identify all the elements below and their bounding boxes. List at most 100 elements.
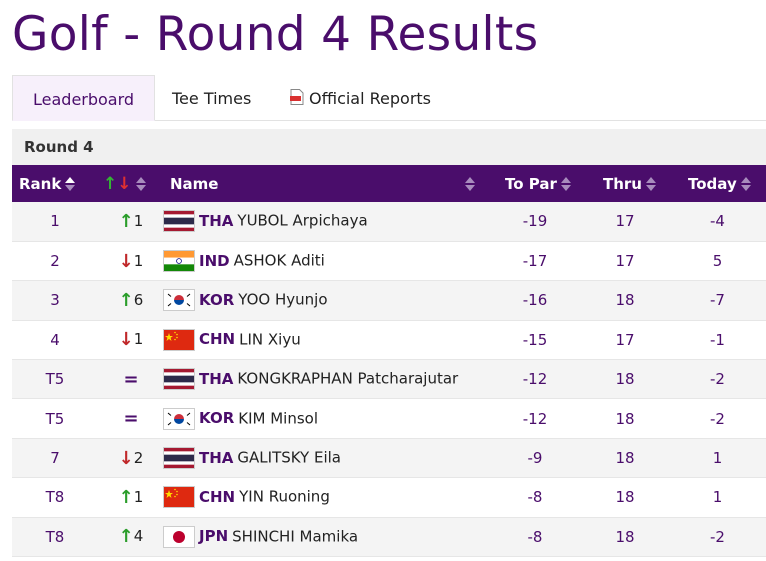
tab-leaderboard-label: Leaderboard	[33, 90, 135, 109]
table-row[interactable]: T8 ↑4 JPN SHINCHI Mamika -8 18 -2	[12, 517, 766, 558]
table-row[interactable]: T8 ↑1 CHN YIN Ruoning -8 18 1	[12, 477, 766, 518]
flag-tha-icon	[164, 369, 194, 390]
player-cell[interactable]: CHN YIN Ruoning	[164, 477, 489, 518]
today-cell: -2	[669, 359, 766, 400]
rank-cell: 4	[12, 320, 98, 361]
flag-tha-icon	[164, 211, 194, 232]
today-cell: 5	[669, 241, 766, 282]
thru-cell: 18	[581, 517, 669, 558]
sort-icon[interactable]	[65, 177, 76, 191]
arrow-down-icon: ↓	[118, 250, 134, 272]
to-par-cell: -15	[489, 320, 581, 361]
column-header-to-par-label: To Par	[505, 174, 557, 193]
thru-cell: 18	[581, 398, 669, 439]
column-header-to-par[interactable]: To Par	[489, 165, 581, 202]
player-cell[interactable]: THA YUBOL Arpichaya	[164, 202, 489, 242]
to-par-cell: -8	[489, 517, 581, 558]
movement-cell: ↓1	[98, 320, 164, 361]
movement-value: 1	[133, 487, 144, 506]
player-name[interactable]: YUBOL Arpichaya	[237, 211, 368, 230]
thru-cell: 17	[581, 202, 669, 242]
country-code: THA	[199, 448, 234, 467]
sort-icon[interactable]	[740, 177, 751, 191]
thru-cell: 17	[581, 320, 669, 361]
table-header-row: Rank ↑↓ Name To Par Thru Today	[12, 165, 766, 202]
sort-icon[interactable]	[135, 177, 146, 191]
sort-icon[interactable]	[560, 177, 571, 191]
column-header-thru[interactable]: Thru	[581, 165, 669, 202]
no-change-icon: =	[123, 408, 139, 430]
table-row[interactable]: 2 ↓1 IND ASHOK Aditi -17 17 5	[12, 241, 766, 282]
sort-icon[interactable]	[646, 177, 656, 191]
player-cell[interactable]: CHN LIN Xiyu	[164, 320, 489, 361]
to-par-cell: -8	[489, 477, 581, 518]
column-header-thru-label: Thru	[603, 174, 642, 193]
movement-cell: ↑1	[98, 477, 164, 518]
player-cell[interactable]: JPN SHINCHI Mamika	[164, 517, 489, 558]
table-row[interactable]: 1 ↑1 THA YUBOL Arpichaya -19 17 -4	[12, 202, 766, 242]
player-name[interactable]: ASHOK Aditi	[233, 251, 325, 270]
movement-value: 4	[133, 527, 144, 546]
arrow-up-icon: ↑	[118, 486, 134, 508]
tab-tee-times[interactable]: Tee Times	[172, 75, 251, 120]
tab-official-reports[interactable]: Official Reports	[290, 75, 431, 120]
sort-icon[interactable]	[465, 177, 475, 191]
movement-cell: ↓2	[98, 438, 164, 479]
player-name[interactable]: LIN Xiyu	[239, 330, 301, 349]
rank-cell: T5	[12, 398, 98, 439]
player-name[interactable]: KONGKRAPHAN Patcharajutar	[237, 369, 459, 388]
player-cell[interactable]: IND ASHOK Aditi	[164, 241, 489, 282]
column-header-today[interactable]: Today	[669, 165, 766, 202]
player-cell[interactable]: THA GALITSKY Eila	[164, 438, 489, 479]
leaderboard-table: Rank ↑↓ Name To Par Thru Today 1 ↑1 THA YUB…	[12, 165, 766, 558]
to-par-cell: -12	[489, 359, 581, 400]
player-name[interactable]: YOO Hyunjo	[238, 290, 328, 309]
today-cell: -2	[669, 398, 766, 439]
thru-cell: 18	[581, 359, 669, 400]
player-cell[interactable]: THA KONGKRAPHAN Patcharajutar	[164, 359, 489, 400]
country-code: KOR	[199, 409, 235, 428]
thru-cell: 18	[581, 280, 669, 321]
table-row[interactable]: 3 ↑6 KOR YOO Hyunjo -16 18 -7	[12, 280, 766, 321]
movement-value: 1	[133, 251, 144, 270]
thru-cell: 17	[581, 241, 669, 282]
table-row[interactable]: 7 ↓2 THA GALITSKY Eila -9 18 1	[12, 438, 766, 479]
player-name[interactable]: KIM Minsol	[238, 409, 319, 428]
today-cell: -1	[669, 320, 766, 361]
round-header: Round 4	[12, 129, 766, 165]
column-header-rank[interactable]: Rank	[12, 165, 98, 202]
today-cell: 1	[669, 438, 766, 479]
player-cell[interactable]: KOR KIM Minsol	[164, 398, 489, 439]
movement-cell: =	[98, 359, 164, 400]
table-row[interactable]: 4 ↓1 CHN LIN Xiyu -15 17 -1	[12, 320, 766, 361]
player-name[interactable]: YIN Ruoning	[239, 487, 330, 506]
movement-cell: ↓1	[98, 241, 164, 282]
arrow-up-icon: ↑	[118, 526, 134, 548]
movement-cell: =	[98, 398, 164, 439]
page-title: Golf - Round 4 Results	[12, 7, 539, 62]
country-code: CHN	[199, 330, 236, 349]
tab-official-reports-label: Official Reports	[309, 89, 432, 108]
movement-cell: ↑1	[98, 202, 164, 242]
rank-cell: 2	[12, 241, 98, 282]
column-header-name[interactable]: Name	[164, 165, 489, 202]
rank-cell: 1	[12, 202, 98, 242]
table-row[interactable]: T5 = KOR KIM Minsol -12 18 -2	[12, 398, 766, 439]
movement-value: 2	[133, 448, 144, 467]
tab-bar: Leaderboard Tee Times Official Reports	[12, 75, 766, 121]
arrow-up-icon: ↑	[118, 210, 134, 232]
player-cell[interactable]: KOR YOO Hyunjo	[164, 280, 489, 321]
player-name[interactable]: GALITSKY Eila	[237, 448, 341, 467]
rank-cell: T8	[12, 517, 98, 558]
movement-cell: ↑6	[98, 280, 164, 321]
flag-chn-icon	[164, 329, 194, 350]
tab-leaderboard[interactable]: Leaderboard	[12, 75, 156, 121]
flag-tha-icon	[164, 448, 194, 469]
column-header-movement[interactable]: ↑↓	[98, 165, 164, 202]
today-cell: -4	[669, 202, 766, 242]
table-row[interactable]: T5 = THA KONGKRAPHAN Patcharajutar -12 18 -2	[12, 359, 766, 400]
player-name[interactable]: SHINCHI Mamika	[232, 527, 359, 546]
rank-cell: 3	[12, 280, 98, 321]
column-header-today-label: Today	[688, 174, 737, 193]
to-par-cell: -12	[489, 398, 581, 439]
